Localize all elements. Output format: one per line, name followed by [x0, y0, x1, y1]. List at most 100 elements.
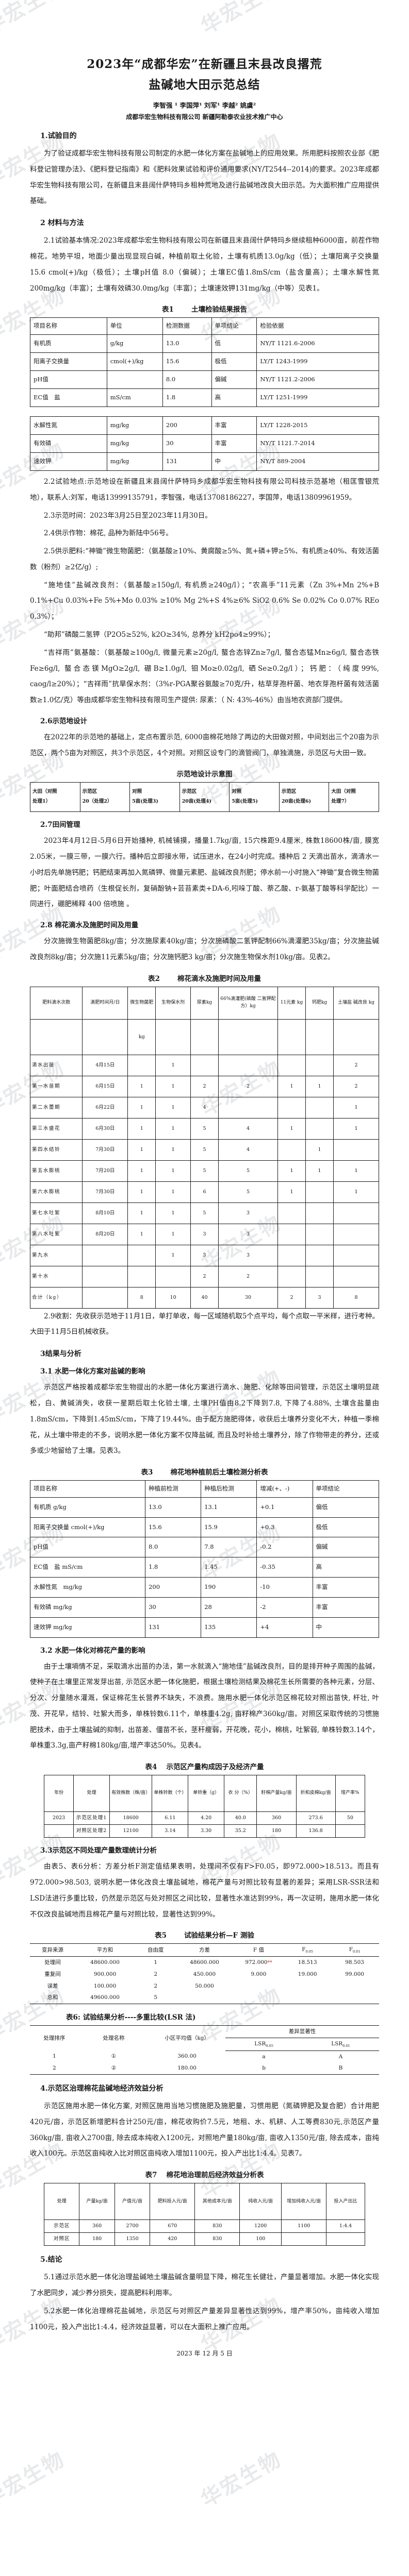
table-row: 示范区 360 2700 670 830 1200 1100 1:4.4 [44, 2219, 365, 2233]
table-cell: 丰富 [211, 416, 257, 435]
column-header: 种植前检测 [145, 1480, 202, 1498]
table-cell [277, 1202, 306, 1224]
design-plot-area: 处理1） [32, 799, 51, 805]
table-cell [277, 1244, 306, 1266]
table-cell [190, 1019, 219, 1055]
table-cell: 1 [277, 1117, 306, 1140]
table-cell: 1 [277, 1181, 306, 1203]
table-cell: 水解性氮 mg/kg [29, 1577, 146, 1598]
table-cell [305, 1096, 334, 1118]
table-cell: 2 [218, 1265, 278, 1287]
table-cell: 2 [154, 1971, 158, 1977]
column-header: 土壤盐 碱改良 kg [333, 986, 379, 1020]
table-cell: 1.8 [162, 388, 212, 408]
section-3-3-paragraph: 由表5、表6分析：方差分析F测定值结果表明，处理间不仅有F>F0.05，即972… [30, 1862, 379, 1919]
table-7: 处理 产量kg/亩 产值元/亩 肥料投入元/亩 其他成本元/亩 纯收入元/亩 增加纯收入元/… [44, 2183, 365, 2246]
table-row: 第四水结铃 7月30日 1 1 5 4 1 [29, 1139, 379, 1161]
section-3-heading: 3结果与分析 [40, 1350, 81, 1359]
design-plot-area: 20亩(处理6) [281, 799, 312, 805]
column-header: 单铃重（g） [188, 1775, 225, 1812]
table-row: 肥料滴水次数 滴肥时间月/日 微生物菌肥 生物保水剂 尿素kg 66%滴灌肥(磷酸 二氢钾… [29, 986, 379, 1020]
design-plot-label: 大田（对照 [32, 789, 57, 795]
table-cell: 第七水吐絮 [29, 1202, 83, 1224]
table-cell: 丰富 [312, 1577, 380, 1598]
column-header: 增加纯收入元/亩 [281, 2183, 327, 2221]
table-cell: +4 [256, 1617, 313, 1638]
table-cell: 1 [127, 1139, 156, 1161]
table-cell: EC值 盐 [30, 388, 107, 408]
table-cell: NY/T 889-2004 [256, 452, 379, 471]
table-cell: 2 [333, 1054, 379, 1076]
table-1-part-b: 水解性氮 mg/kg 200 丰富 LY/T 1228-2015 有效磷 mg/kg 30 丰富… [30, 416, 379, 471]
table-cell: 偏低 [312, 1497, 380, 1518]
table-cell: 6月30日 [82, 1117, 128, 1140]
table-row: 2023 示范区处理1 18600 6.11 4.20 40.0 360 273.6 50 [44, 1811, 365, 1825]
table-cell: 200 [162, 416, 212, 435]
table-cell: 3 [218, 1244, 278, 1266]
table-row: 有效磷 mg/kg 30 28 -2 丰富 [29, 1597, 380, 1618]
column-header: 产值元/亩 [114, 2183, 151, 2221]
table-cell [155, 1019, 191, 1055]
table-2-caption: 表2 棉花滴水及施肥时间及用量 [30, 973, 379, 983]
table-row: 阳离子交换量 cmol(+)/kg 15.6 极低 LY/T 1243-1999 [30, 352, 379, 371]
table-cell: 阳离子交换量 cmol(+)/kg [29, 1517, 146, 1538]
table-cell: 30 [145, 1597, 202, 1618]
column-header: F 值 [232, 1943, 285, 1957]
table-cell: 有效磷 [30, 434, 107, 453]
table-cell [233, 1980, 285, 1992]
table-cell [218, 1054, 278, 1076]
table-cell: ② [78, 2062, 149, 2075]
table-cell: 第四水结铃 [29, 1139, 83, 1161]
table-row: EC值 盐 mS/cm 1.8 高 LY/T 1251-1999 [30, 388, 379, 408]
section-2-8-heading: 2.8 棉花滴水及施肥时间及用量 [40, 921, 139, 930]
column-header: F0.05 [285, 1943, 331, 1957]
table-2-number: 表2 [148, 974, 160, 983]
table-row: 对照区处理2 12100 3.14 3.30 35.2 180 136.8 [44, 1824, 365, 1838]
section-2-1-paragraph: 2.1试验基本情况:2023年成都华宏生物科技有限公司在新疆且末县阔什萨特玛乡继… [30, 236, 379, 293]
table-cell: 15.6 [162, 352, 212, 371]
table-cell [176, 1992, 233, 2005]
table-cell: 830 [194, 2219, 240, 2233]
table-cell [277, 1223, 306, 1245]
table-cell: 180 [79, 2232, 115, 2246]
table-cell [29, 1019, 83, 1055]
column-header: 单项结论 [312, 1480, 380, 1498]
table-cell: 速效钾 [30, 452, 107, 471]
table-cell: 第六水膨桃 [29, 1181, 83, 1203]
table-cell [305, 1265, 334, 1287]
table-cell: -0.35 [256, 1557, 313, 1578]
table-1-caption: 表1 土壤检验结果报告 [30, 303, 379, 314]
table-row: 总和 49600.000 5 [30, 1992, 379, 2005]
table-cell [305, 1244, 334, 1266]
table-cell: 1 [305, 1160, 334, 1182]
table-cell: 670 [150, 2219, 195, 2233]
table-cell: 190 [201, 1577, 257, 1598]
table-cell: 1 [277, 1075, 306, 1097]
table-cell: 12100 [109, 1824, 153, 1838]
table-cell: 有机质 g/kg [29, 1497, 146, 1518]
table-cell: 2 [333, 1075, 379, 1097]
section-2-5-paragraph: 2.5供示肥料:“神锄”微生物菌肥：（氨基酸≥10%、黄腐酸≥5%、氮+磷+钾≥… [30, 547, 379, 571]
table-cell: 8 [127, 1286, 156, 1309]
table-row: 项目名称 单位 检测数据 单项结论 检验依据 [30, 317, 379, 335]
table-cell: 1 [155, 1096, 191, 1118]
table-cell: 1 [53, 2053, 56, 2060]
table-3-caption: 表3 棉花地种植前后土壤检测分析表 [30, 1466, 379, 1477]
table-row: 项目名称 种植前检测 种植后检测 增减(+、-) 单项结论 [29, 1480, 380, 1498]
column-header: 有效株数（株/亩） [109, 1775, 153, 1812]
table-cell: 有机质 [30, 334, 107, 353]
table-cell: 2 [154, 1982, 158, 1989]
table-row: 第一水苗期 6月15日 1 1 2 2 1 1 2 [29, 1075, 379, 1097]
table-cell: 丰富 [211, 434, 257, 453]
table-cell: 40 [190, 1286, 219, 1309]
table-cell [127, 1054, 156, 1076]
section-2-6-heading: 2.6示范地设计 [40, 717, 87, 725]
design-plot-cell: 大田（对照处理1） [30, 782, 80, 812]
table-5-number: 表5 [155, 1931, 167, 1940]
watermark-text: 华宏生物 [0, 2446, 69, 2512]
table-cell: mg/kg [106, 416, 163, 435]
table-cell: 360 [256, 1811, 297, 1825]
table-cell [190, 1054, 219, 1076]
table-cell: 136.8 [296, 1824, 336, 1838]
table-cell [285, 1980, 330, 1992]
